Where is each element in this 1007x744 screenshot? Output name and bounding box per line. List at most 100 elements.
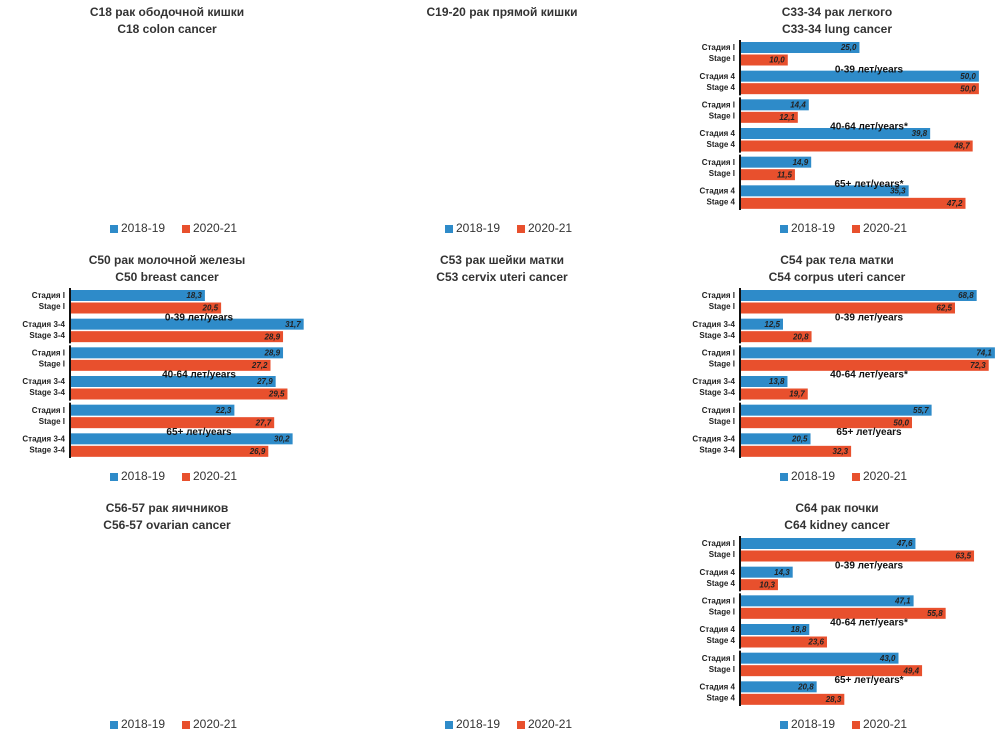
bar xyxy=(740,595,914,607)
bar xyxy=(740,359,989,371)
category-label: Стадия 3-4 xyxy=(692,434,735,443)
legend-label: 2018-19 xyxy=(791,717,835,731)
bar xyxy=(740,445,852,457)
value-label: 12,1 xyxy=(779,113,795,122)
category-label: Stage I xyxy=(709,550,735,559)
value-label: 50,0 xyxy=(893,418,909,427)
value-label: 23,6 xyxy=(807,638,824,647)
bar xyxy=(740,185,909,197)
legend-swatch xyxy=(780,225,788,233)
bar xyxy=(70,433,293,445)
legend-swatch xyxy=(445,721,453,729)
value-label: 22,3 xyxy=(215,406,232,415)
bar xyxy=(740,70,979,82)
category-label: Стадия I xyxy=(702,539,735,548)
category-label: Stage 3-4 xyxy=(699,331,735,340)
legend-label: 2018-19 xyxy=(456,221,500,235)
bar xyxy=(740,128,931,139)
group-label: 0-39 лет/years xyxy=(835,312,904,323)
category-label: Stage 3-4 xyxy=(699,445,735,454)
bar xyxy=(740,302,955,314)
group-label: 40-64 лет/years xyxy=(162,370,236,381)
chart-subtitle: C50 breast cancer xyxy=(115,270,219,284)
chart-title: C56-57 рак яичников xyxy=(106,501,229,515)
bar xyxy=(70,417,275,429)
category-label: Стадия I xyxy=(702,100,735,109)
bar xyxy=(740,331,812,343)
bar xyxy=(740,665,923,677)
legend-label: 2020-21 xyxy=(863,717,907,731)
category-label: Стадия 4 xyxy=(700,72,736,81)
bar xyxy=(740,54,788,66)
category-label: Стадия 3-4 xyxy=(692,320,735,329)
category-label: Стадия I xyxy=(702,654,735,663)
category-label: Stage I xyxy=(39,359,65,368)
bar xyxy=(70,388,288,400)
bar xyxy=(740,376,788,387)
group-label: 0-39 лет/years xyxy=(165,312,234,323)
value-label: 18,3 xyxy=(186,291,202,300)
bar xyxy=(70,404,235,416)
value-label: 55,7 xyxy=(913,406,929,415)
category-label: Stage I xyxy=(709,54,735,63)
legend-label: 2018-19 xyxy=(456,717,500,731)
chart-title: C53 рак шейки матки xyxy=(440,253,564,267)
legend-label: 2020-21 xyxy=(193,469,237,483)
value-label: 47,1 xyxy=(894,596,911,605)
bar xyxy=(740,169,795,181)
bar xyxy=(70,318,304,330)
bar xyxy=(740,388,808,400)
category-label: Стадия 3-4 xyxy=(22,320,65,329)
value-label: 18,8 xyxy=(791,625,807,634)
value-label: 32,3 xyxy=(833,447,849,456)
bar xyxy=(70,376,276,387)
category-label: Stage 4 xyxy=(707,579,736,588)
value-label: 13,8 xyxy=(769,377,785,386)
value-label: 27,2 xyxy=(251,361,268,370)
legend-swatch xyxy=(182,225,190,233)
group-label: 65+ лет/years* xyxy=(834,179,903,190)
value-label: 55,8 xyxy=(927,609,943,618)
value-label: 27,9 xyxy=(256,377,273,386)
value-label: 20,5 xyxy=(202,304,219,313)
legend-swatch xyxy=(780,721,788,729)
value-label: 10,0 xyxy=(769,56,785,65)
category-label: Стадия I xyxy=(702,158,735,167)
legend-swatch xyxy=(852,721,860,729)
group-label: 65+ лет/years* xyxy=(834,675,903,686)
value-label: 49,4 xyxy=(902,666,919,675)
bar xyxy=(740,156,812,168)
bar xyxy=(740,347,995,359)
value-label: 27,7 xyxy=(255,418,272,427)
value-label: 26,9 xyxy=(249,447,266,456)
bar xyxy=(740,566,793,578)
category-label: Стадия I xyxy=(32,406,65,415)
legend-swatch xyxy=(852,225,860,233)
legend-swatch xyxy=(110,225,118,233)
bar xyxy=(740,579,778,591)
bar xyxy=(740,550,975,562)
legend-swatch xyxy=(445,225,453,233)
category-label: Stage I xyxy=(709,417,735,426)
value-label: 68,8 xyxy=(958,291,974,300)
category-label: Stage 4 xyxy=(707,197,736,206)
group-label: 65+ лет/years xyxy=(836,427,902,438)
bar xyxy=(740,607,946,619)
category-label: Stage I xyxy=(709,607,735,616)
category-label: Stage I xyxy=(709,359,735,368)
category-label: Stage 3-4 xyxy=(29,445,65,454)
group-label: 40-64 лет/years* xyxy=(830,618,908,629)
legend-swatch xyxy=(517,721,525,729)
category-label: Стадия 4 xyxy=(700,186,736,195)
category-label: Стадия I xyxy=(702,43,735,52)
bar xyxy=(70,302,222,314)
bar xyxy=(740,681,817,693)
group-label: 0-39 лет/years xyxy=(835,560,904,571)
group-label: 0-39 лет/years xyxy=(835,64,904,75)
bar xyxy=(740,624,810,635)
bar xyxy=(740,636,827,648)
category-label: Стадия 4 xyxy=(700,129,736,138)
chart-subtitle: C56-57 ovarian cancer xyxy=(103,518,231,532)
category-label: Stage I xyxy=(709,302,735,311)
category-label: Stage I xyxy=(709,665,735,674)
